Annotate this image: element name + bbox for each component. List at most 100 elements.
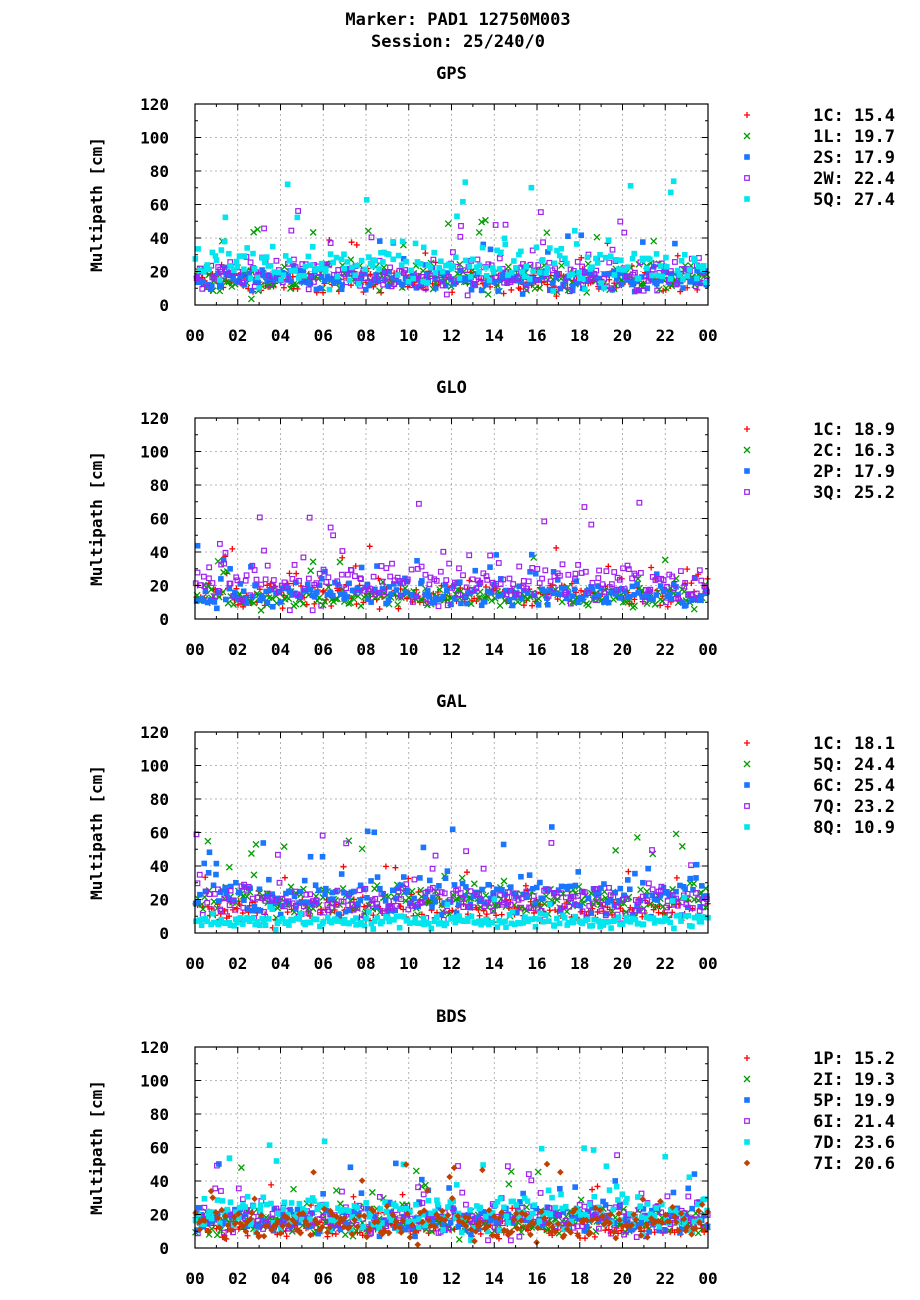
data-point xyxy=(701,1196,708,1202)
data-point xyxy=(401,874,407,880)
y-tick-label: 60 xyxy=(150,1139,169,1158)
data-point xyxy=(508,587,515,594)
data-point xyxy=(528,551,535,558)
data-point xyxy=(244,906,251,912)
panel-title: BDS xyxy=(436,1007,467,1027)
data-point xyxy=(544,265,551,271)
data-point xyxy=(576,269,582,276)
data-point xyxy=(248,1209,256,1217)
data-point xyxy=(198,922,205,929)
data-point xyxy=(545,1187,552,1194)
data-point xyxy=(285,1221,292,1229)
data-point xyxy=(352,573,358,580)
data-point xyxy=(644,1201,651,1207)
data-point xyxy=(504,901,511,907)
data-point xyxy=(523,282,530,289)
data-point xyxy=(459,1189,466,1196)
data-point xyxy=(354,1223,361,1230)
data-point xyxy=(325,574,332,581)
header-session: Session: 25/240/0 xyxy=(371,32,545,52)
data-point xyxy=(432,852,439,859)
data-point xyxy=(281,263,288,271)
data-point xyxy=(584,916,591,923)
data-point xyxy=(456,565,462,572)
data-point xyxy=(385,283,392,289)
data-point xyxy=(218,1188,224,1194)
data-point xyxy=(223,266,230,273)
data-point xyxy=(299,1209,307,1217)
data-point xyxy=(233,879,239,886)
y-tick-label: 80 xyxy=(150,790,169,809)
data-point xyxy=(680,285,686,291)
data-point xyxy=(366,908,372,915)
data-point xyxy=(357,882,364,889)
x-tick-label: 00 xyxy=(185,1269,204,1288)
data-point xyxy=(477,1230,484,1237)
data-point xyxy=(379,586,386,592)
data-point xyxy=(677,1230,683,1236)
data-point xyxy=(237,914,244,921)
data-point xyxy=(632,870,638,877)
data-point xyxy=(535,262,542,268)
data-point xyxy=(589,579,596,586)
data-point xyxy=(348,567,355,574)
x-tick-label: 20 xyxy=(613,640,632,659)
data-point xyxy=(483,573,490,580)
data-point xyxy=(541,518,548,525)
data-point xyxy=(627,886,633,893)
data-point xyxy=(612,917,618,924)
data-point xyxy=(598,585,605,592)
data-point xyxy=(627,919,634,925)
data-point xyxy=(634,903,640,909)
data-point xyxy=(415,1184,421,1191)
data-point xyxy=(639,907,646,914)
data-point xyxy=(254,225,262,233)
data-point xyxy=(245,883,252,890)
data-point xyxy=(653,592,659,598)
data-point xyxy=(690,880,698,888)
data-point xyxy=(654,287,661,294)
data-point xyxy=(242,1204,248,1210)
data-point xyxy=(543,229,551,237)
data-point xyxy=(623,896,630,902)
data-point xyxy=(380,259,386,265)
data-point xyxy=(640,257,646,263)
data-point xyxy=(393,1203,399,1209)
data-point xyxy=(230,1213,238,1221)
data-point xyxy=(469,256,476,263)
x-tick-label: 22 xyxy=(656,954,675,973)
data-point xyxy=(454,1212,462,1220)
data-point xyxy=(232,589,238,596)
data-point xyxy=(250,871,258,879)
data-point xyxy=(666,1218,673,1225)
data-point xyxy=(391,1223,399,1231)
data-point xyxy=(437,920,444,926)
data-point xyxy=(318,602,325,609)
data-point xyxy=(581,1227,588,1234)
legend-entry: 5Q: 24.4 xyxy=(813,755,895,775)
data-point xyxy=(346,580,352,587)
data-point xyxy=(247,295,255,303)
data-point xyxy=(255,1233,263,1241)
data-point xyxy=(368,901,375,907)
data-point xyxy=(424,1219,431,1226)
data-point xyxy=(634,581,640,587)
data-point xyxy=(377,1206,383,1212)
data-point xyxy=(544,281,551,288)
data-point xyxy=(215,589,222,596)
data-point xyxy=(363,1200,369,1206)
data-point xyxy=(520,1190,526,1197)
data-point xyxy=(699,266,706,273)
data-point xyxy=(441,890,448,897)
data-point xyxy=(698,919,705,925)
data-point xyxy=(584,911,590,917)
data-point xyxy=(649,892,656,899)
data-point xyxy=(635,1194,641,1200)
data-point xyxy=(508,920,515,927)
data-point xyxy=(602,912,609,919)
data-point xyxy=(487,1218,493,1224)
y-tick-label: 120 xyxy=(140,1038,169,1057)
data-point xyxy=(570,1224,577,1231)
data-point xyxy=(648,564,655,571)
data-point xyxy=(624,562,631,569)
